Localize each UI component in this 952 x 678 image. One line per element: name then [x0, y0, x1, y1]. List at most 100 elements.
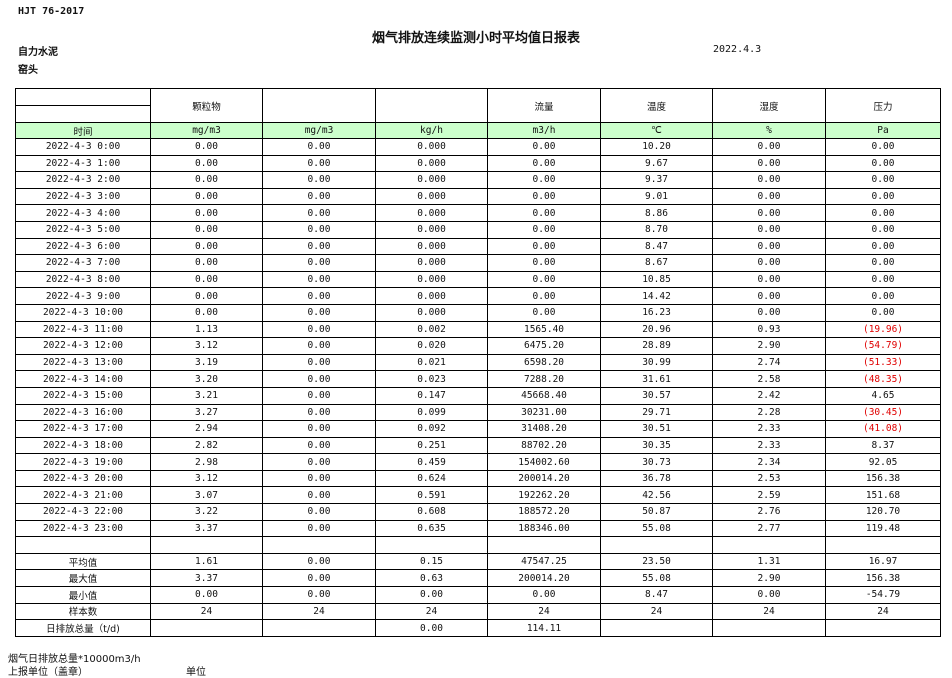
cell: m3/h: [487, 122, 601, 139]
cell: 0.00: [150, 138, 263, 156]
cell: 31408.20: [487, 420, 601, 438]
cell: 0.00: [262, 552, 376, 571]
cell: ℃: [600, 122, 713, 139]
summary-row: 最小值 0.00 0.00 0.00 0.00 8.47 0.00 -54.79: [15, 586, 941, 604]
row-label: 2022-4-3 19:00: [15, 453, 151, 471]
cell: 0.00: [712, 204, 826, 222]
unit-name: 窑头: [18, 65, 38, 76]
cell: 0.00: [262, 171, 376, 189]
cell: -54.79: [825, 586, 941, 604]
cell: 0.00: [712, 270, 826, 289]
cell: 50.87: [600, 503, 713, 521]
table-row: 2022-4-3 11:00 1.13 0.00 0.002 1565.40 20.96 0…: [15, 320, 941, 339]
cell: [375, 88, 488, 123]
table-row: 2022-4-3 3:00 0.00 0.00 0.000 0.00 9.01 0.00 0.…: [15, 187, 941, 206]
cell: [600, 536, 713, 554]
cell: 6598.20: [487, 353, 601, 372]
cell: 0.00: [150, 270, 263, 289]
cell: 1.61: [150, 552, 263, 571]
cell: 0.00: [262, 154, 376, 173]
cell: 156.38: [825, 469, 941, 488]
footer-unit-label: 单位: [186, 667, 206, 678]
cell: 2.82: [150, 436, 263, 455]
cell: 0.00: [487, 204, 601, 222]
cell: 0.00: [262, 586, 376, 604]
cell: 0.00: [262, 453, 376, 471]
cell: 2.90: [712, 337, 826, 355]
cell: 0.00: [487, 187, 601, 206]
table-row: 2022-4-3 18:00 2.82 0.00 0.251 88702.20 30.35…: [15, 436, 941, 455]
cell: 0.00: [150, 154, 263, 173]
cell: (19.96): [825, 320, 941, 339]
cell: 2.98: [150, 453, 263, 471]
cell: 0.000: [375, 287, 488, 305]
cell: 45668.40: [487, 386, 601, 405]
cell: 2.58: [712, 370, 826, 388]
cell: 7288.20: [487, 370, 601, 388]
cell: 1.31: [712, 552, 826, 571]
cell: mg/m3: [262, 122, 376, 139]
cell: 2.53: [712, 469, 826, 488]
table-row: 2022-4-3 19:00 2.98 0.00 0.459 154002.60 30.7…: [15, 453, 941, 471]
cell: 30.73: [600, 453, 713, 471]
cell: 0.00: [262, 503, 376, 521]
cell: 0.00: [150, 171, 263, 189]
row-label: 2022-4-3 7:00: [15, 254, 151, 272]
table-row: 2022-4-3 7:00 0.00 0.00 0.000 0.00 8.67 0.00 0.…: [15, 254, 941, 272]
cell: 92.05: [825, 453, 941, 471]
report-table: 颗粒物 流量 温度 湿度 压力 时间 mg/m3 mg/m3 kg/h m3/h ℃% Pa 2022-…: [15, 88, 941, 637]
cell: 0.000: [375, 303, 488, 322]
cell: 0.021: [375, 353, 488, 372]
cell: [825, 619, 941, 637]
cell: 0.00: [712, 220, 826, 239]
cell: 0.00: [262, 519, 376, 538]
cell: 0.092: [375, 420, 488, 438]
cell: 0.000: [375, 220, 488, 239]
cell: 192262.20: [487, 486, 601, 505]
cell: 0.00: [487, 303, 601, 322]
cell: 3.21: [150, 386, 263, 405]
cell: 0.00: [262, 353, 376, 372]
cell: 0.00: [825, 254, 941, 272]
company-name: 自力水泥: [18, 47, 58, 58]
cell: [487, 536, 601, 554]
cell: 6475.20: [487, 337, 601, 355]
cell: 0.00: [262, 403, 376, 422]
header-row: 颗粒物 流量 温度 湿度 压力: [15, 88, 941, 123]
cell: 0.00: [825, 171, 941, 189]
cell: 24: [712, 602, 826, 621]
row-label: 2022-4-3 13:00: [15, 353, 151, 372]
cell: 3.12: [150, 469, 263, 488]
cell: 8.47: [600, 237, 713, 256]
report-date: 2022.4.3: [713, 44, 762, 55]
cell: 156.38: [825, 569, 941, 588]
summary-row: 样本数 24 24 24 24 24 24 24: [15, 602, 941, 621]
cell: 3.20: [150, 370, 263, 388]
table-row: 2022-4-3 4:00 0.00 0.00 0.000 0.00 8.86 0.00 0.…: [15, 204, 941, 222]
cell: 0.00: [262, 303, 376, 322]
cell: 0.00: [825, 287, 941, 305]
cell: 29.71: [600, 403, 713, 422]
cell: 0.00: [150, 287, 263, 305]
cell: 0.00: [262, 569, 376, 588]
header-divider: [16, 105, 150, 106]
cell: 8.86: [600, 204, 713, 222]
cell: 0.000: [375, 204, 488, 222]
table-row: 2022-4-3 15:00 3.21 0.00 0.147 45668.40 30.57…: [15, 386, 941, 405]
table-row: 2022-4-3 17:00 2.94 0.00 0.092 31408.20 30.51…: [15, 420, 941, 438]
cell: 0.00: [825, 204, 941, 222]
cell: 0.00: [262, 270, 376, 289]
cell: 23.50: [600, 552, 713, 571]
cell: 2.34: [712, 453, 826, 471]
cell: 24: [150, 602, 263, 621]
cell: 0.00: [825, 138, 941, 156]
row-label: 2022-4-3 17:00: [15, 420, 151, 438]
cell: 0.00: [262, 204, 376, 222]
cell: 3.22: [150, 503, 263, 521]
cell: 0.00: [262, 370, 376, 388]
summary-row: 日排放总量（t/d) 0.00 114.11: [15, 619, 941, 637]
cell: 1.13: [150, 320, 263, 339]
cell: 0.00: [262, 237, 376, 256]
cell: [150, 536, 263, 554]
table-row: 2022-4-3 5:00 0.00 0.00 0.000 0.00 8.70 0.00 0.…: [15, 220, 941, 239]
